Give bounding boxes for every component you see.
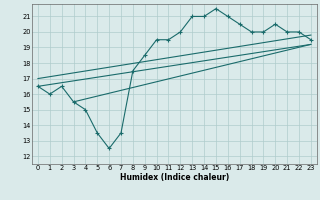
X-axis label: Humidex (Indice chaleur): Humidex (Indice chaleur) — [120, 173, 229, 182]
